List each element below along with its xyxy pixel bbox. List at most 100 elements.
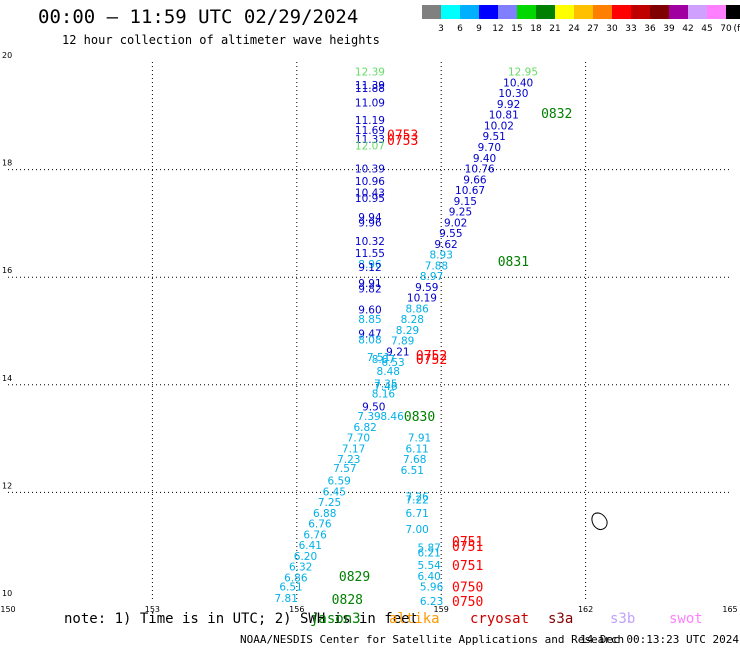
- wave-height-label: 6.41: [299, 540, 322, 552]
- wave-height-label: 11.88: [355, 83, 385, 95]
- wave-height-label: 9.02: [444, 217, 467, 229]
- pass-time-label: 0753: [387, 134, 418, 149]
- wave-height-label: 9.91: [358, 278, 381, 290]
- lon-tick-label: 153: [145, 605, 160, 614]
- satellite-jason3: jason3: [310, 611, 361, 627]
- lon-tick-label: 159: [434, 605, 449, 614]
- legend-unit: (ft): [733, 24, 740, 34]
- wave-height-label: 8.46: [380, 411, 404, 423]
- lat-tick-label: 14: [2, 374, 12, 383]
- wave-height-label: 6.59: [327, 476, 350, 488]
- wave-height-label: 7.39: [357, 411, 380, 423]
- wave-height-label: 6.32: [289, 562, 312, 574]
- wave-height-label: 6.45: [323, 486, 346, 498]
- pass-time-label: 0750: [452, 595, 483, 610]
- legend-swatch: [422, 5, 441, 19]
- wave-height-label: 11.39: [355, 80, 385, 92]
- wave-height-label: 6.21: [417, 548, 440, 560]
- legend-label: 15: [511, 24, 522, 34]
- pass-time-label: 0751: [452, 535, 483, 550]
- wave-height-label: 6.51: [279, 582, 302, 594]
- legend-swatch: [726, 5, 740, 19]
- wave-height-label: 8.97: [420, 271, 443, 283]
- wave-height-label: 5.87: [417, 542, 440, 554]
- legend-swatch: [707, 5, 726, 19]
- wave-height-label: 7.23: [337, 454, 360, 466]
- wave-height-label: 8.16: [372, 388, 396, 400]
- pass-time-label: 0832: [541, 107, 572, 122]
- pass-time-label: 0751: [452, 540, 483, 555]
- legend-label: 21: [549, 24, 560, 34]
- pass-time-label: 0752: [416, 349, 447, 364]
- wave-height-label: 6.76: [308, 519, 332, 531]
- pass-time-label: 0830: [404, 410, 435, 425]
- legend-label: 9: [476, 24, 482, 34]
- wave-height-label: 9.55: [439, 228, 462, 240]
- wave-height-label: 9.59: [415, 282, 438, 294]
- legend-swatch: [688, 5, 707, 19]
- wave-height-label: 7.51: [367, 352, 390, 364]
- wave-height-label: 9.15: [454, 196, 477, 208]
- wave-height-label: 6.53: [381, 357, 404, 369]
- legend-swatch: [593, 5, 612, 19]
- wave-height-label: 7.00: [405, 524, 428, 536]
- wave-height-label: 6.20: [294, 551, 317, 563]
- wave-height-label: 9.70: [478, 142, 501, 154]
- pass-time-label: 0828: [332, 593, 363, 608]
- wave-height-label: 7.68: [403, 454, 426, 466]
- wave-height-label: 11.09: [355, 97, 385, 109]
- wave-height-label: 10.43: [355, 188, 385, 200]
- legend-swatch: [631, 5, 650, 19]
- wave-height-label: 10.95: [355, 193, 385, 205]
- wave-height-label: 11.69: [355, 125, 385, 137]
- wave-height-label: 7.89: [391, 336, 414, 348]
- lon-tick-label: 162: [578, 605, 593, 614]
- wave-height-label: 8.28: [401, 314, 424, 326]
- wave-height-label: 9.66: [463, 174, 487, 186]
- legend-label: 70: [720, 24, 732, 34]
- wave-height-label: 7.35: [374, 379, 397, 391]
- lat-tick-label: 16: [2, 266, 12, 275]
- wave-height-label: 5.54: [417, 560, 441, 572]
- wave-height-label: 7.81: [275, 593, 298, 605]
- island-outline: [591, 512, 608, 530]
- wave-height-label: 8.93: [430, 250, 453, 262]
- wave-height-label: 9.51: [482, 131, 505, 143]
- wave-height-label: 10.96: [355, 176, 385, 188]
- map-subtitle: 12 hour collection of altimeter wave hei…: [62, 33, 380, 47]
- legend-swatch: [574, 5, 593, 19]
- footer-note: note: 1) Time is in UTC; 2) SWH is in fe…: [64, 611, 419, 627]
- wave-height-label: 9.25: [449, 207, 472, 219]
- legend-label: 45: [701, 24, 712, 34]
- lon-tick-label: 150: [0, 605, 15, 614]
- pass-time-label: 0831: [498, 255, 529, 270]
- wave-height-label: 8.86: [405, 303, 429, 315]
- wave-height-label: 9.21: [386, 346, 409, 358]
- lat-tick-label: 10: [2, 589, 12, 598]
- lat-tick-label: 20: [2, 51, 12, 60]
- wave-height-label: 7.26: [405, 492, 429, 504]
- wave-height-label: 9.50: [362, 401, 385, 413]
- legend-swatch: [479, 5, 498, 19]
- pass-time-label: 0751: [452, 559, 483, 574]
- wave-height-label: 8.85: [358, 314, 381, 326]
- wave-height-label: 6.51: [401, 465, 424, 477]
- legend-swatch: [669, 5, 688, 19]
- wave-height-label: 8.29: [396, 325, 419, 337]
- wave-height-label: 6.76: [303, 529, 327, 541]
- wave-height-label: 7.91: [408, 433, 431, 445]
- pass-time-label: 0753: [387, 129, 418, 144]
- lat-tick-label: 12: [2, 481, 12, 490]
- wave-height-label: 5.96: [420, 582, 444, 594]
- map-title: 00:00 – 11:59 UTC 02/29/2024: [38, 6, 359, 28]
- wave-height-map: 150 153 156 159 162 165 20 18 16 14 12 10 12.3911.39…: [0, 51, 737, 614]
- satellite-s3b: s3b: [610, 611, 636, 627]
- satellite-s3a: s3a: [548, 611, 574, 627]
- pass-time-label: 0752: [416, 353, 447, 368]
- wave-height-label: 7.22: [405, 494, 428, 506]
- wave-height-label: 6.40: [417, 571, 440, 583]
- wave-height-label: 6.88: [313, 508, 336, 520]
- legend-swatch: [555, 5, 574, 19]
- legend-swatch: [441, 5, 460, 19]
- legend-label: 24: [568, 24, 580, 34]
